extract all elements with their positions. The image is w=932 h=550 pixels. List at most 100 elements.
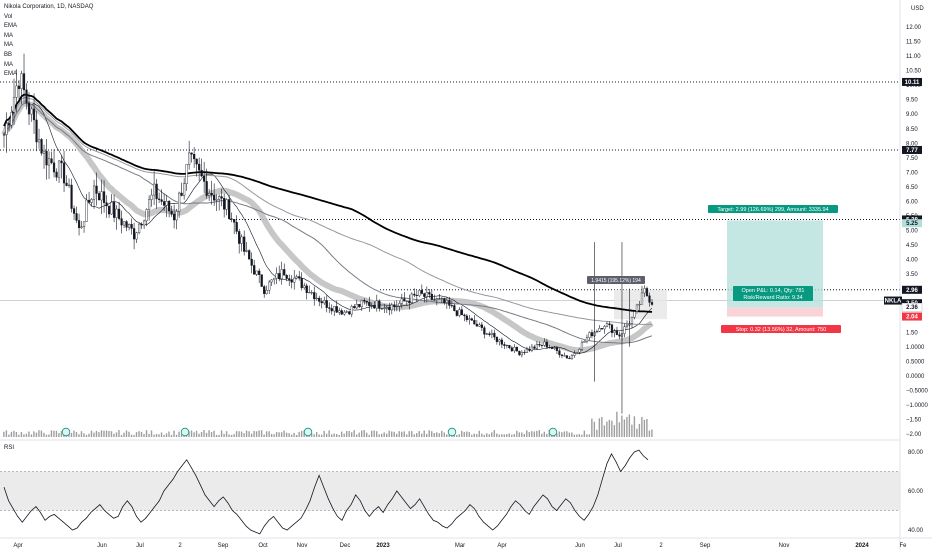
candle-body	[303, 285, 306, 289]
volume-bar	[295, 434, 298, 437]
candle-body	[590, 332, 594, 337]
candle-body	[315, 297, 318, 300]
volume-bar	[380, 433, 383, 437]
volume-bar	[35, 432, 38, 437]
candle-body	[580, 342, 584, 350]
candle-body	[25, 89, 28, 104]
candle-body	[500, 339, 503, 345]
price-tick-label: 4.00	[906, 258, 918, 264]
volume-bar	[80, 431, 83, 437]
volume-bar	[118, 430, 120, 437]
candle-body	[15, 85, 18, 98]
volume-bar	[571, 432, 573, 437]
candle-body	[475, 323, 478, 327]
volume-bar	[153, 434, 155, 437]
volume-bar	[433, 432, 435, 437]
volume-bar	[13, 430, 15, 437]
price-tick-label: 8.50	[906, 127, 918, 133]
candle-body	[263, 286, 266, 294]
volume-bar	[18, 434, 20, 437]
volume-bar	[488, 434, 490, 437]
candle-body	[60, 160, 63, 164]
price-tick-label: 7.00	[906, 170, 918, 176]
candle-body	[423, 293, 426, 297]
volume-bar	[253, 430, 255, 437]
candle-body	[208, 193, 211, 196]
time-tick-label: Fe	[899, 543, 907, 549]
candle-body	[543, 341, 546, 346]
price-tick-label: 10.50	[906, 69, 922, 75]
candle-body	[518, 350, 521, 356]
candle-body	[213, 194, 216, 201]
candle-body	[82, 221, 86, 228]
volume-bar	[476, 434, 478, 437]
candle-body	[535, 344, 539, 349]
volume-bar	[133, 434, 135, 437]
price-tick-label: 8.00	[906, 141, 918, 147]
volume-bar	[228, 434, 230, 437]
candle-body	[300, 278, 303, 289]
candle-body	[520, 352, 523, 356]
candle-body	[238, 231, 241, 244]
candle-body	[483, 327, 486, 335]
volume-bar	[245, 430, 248, 437]
candle-body	[320, 301, 323, 304]
volume-bar	[300, 430, 303, 437]
ma-long	[3, 97, 653, 326]
volume-bar	[426, 434, 428, 437]
candle-body	[463, 314, 466, 317]
candle-body	[20, 73, 23, 89]
volume-bar	[315, 432, 318, 437]
candle-body	[173, 213, 176, 221]
price-tick-label: 5.00	[906, 229, 918, 235]
volume-bar	[83, 433, 85, 437]
candle-body	[348, 311, 351, 315]
candle-body	[278, 273, 281, 279]
position-labels: 10.117.775.385.252.96NKLA2.502.362.04Tar…	[587, 77, 923, 333]
candle-body	[588, 332, 591, 338]
volume-bar	[155, 433, 158, 437]
candle-body	[480, 324, 483, 328]
volume-bar	[43, 432, 45, 437]
candle-body	[35, 119, 38, 143]
price-tick-label: 0.5000	[906, 359, 925, 365]
volume-bar	[631, 424, 633, 437]
volume-bar	[108, 430, 110, 437]
candle-body	[413, 293, 416, 296]
price-tick-label: 1.50	[906, 330, 918, 336]
candle-body	[200, 169, 203, 177]
candle-body	[353, 306, 356, 309]
volume-bar	[70, 432, 73, 437]
candle-body	[555, 347, 559, 351]
volume-bar	[403, 431, 405, 437]
volume-bar	[290, 434, 293, 437]
rsi-tick-label: 80.00	[908, 450, 924, 456]
candle-body	[100, 191, 103, 201]
volume-bar	[125, 430, 128, 437]
volume-bar	[148, 433, 150, 437]
rsi-band	[0, 471, 900, 511]
volume-bar	[268, 431, 270, 437]
candle-body	[77, 220, 81, 228]
volume-bar	[586, 434, 588, 437]
candle-body	[333, 306, 336, 312]
volume-bar	[248, 431, 250, 437]
candle-body	[288, 278, 291, 281]
earnings-marker	[548, 427, 558, 437]
volume-bar	[75, 431, 78, 437]
volume-bar	[190, 430, 193, 437]
volume-bar	[491, 432, 493, 437]
ema-long	[3, 93, 653, 313]
volume-bar	[541, 433, 543, 437]
volume-bar	[145, 430, 148, 437]
price-tick-label: −1.0000	[906, 403, 929, 409]
range-note-text: 1.9415 (195.12%) 194	[591, 278, 641, 284]
candle-body	[85, 199, 88, 222]
volume-bar	[423, 430, 425, 437]
volume-bar	[618, 422, 621, 437]
volume-bar	[275, 432, 278, 437]
indicator-4: BB	[4, 51, 13, 58]
candle-body	[388, 306, 391, 311]
volume-bar	[280, 432, 283, 437]
